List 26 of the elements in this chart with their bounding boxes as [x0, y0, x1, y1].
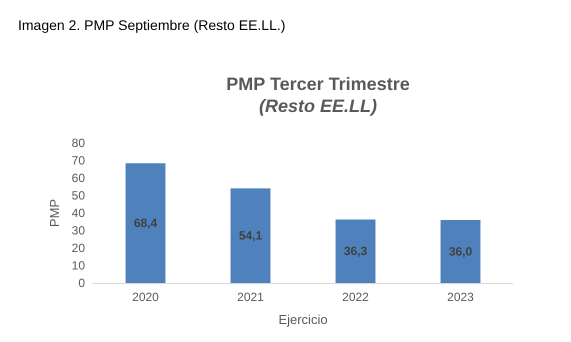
x-tick-label: 2021	[237, 290, 264, 304]
y-tick-label: 10	[72, 258, 86, 272]
bar	[336, 219, 376, 283]
y-tick-label: 20	[72, 241, 86, 255]
bar	[230, 188, 270, 283]
y-tick-label: 50	[72, 188, 86, 202]
chart-title: PMP Tercer Trimestre	[226, 74, 410, 94]
data-label: 36,3	[344, 244, 368, 258]
y-tick-label: 30	[72, 224, 86, 238]
x-tick-label: 2023	[447, 290, 474, 304]
data-label: 54,1	[238, 228, 262, 243]
x-tick-label: 2020	[132, 290, 160, 304]
x-tick-label: 2022	[342, 290, 370, 304]
y-tick-label: 60	[72, 171, 86, 185]
bar	[126, 163, 166, 283]
data-label: 68,4	[134, 216, 158, 230]
y-tick-label: 70	[72, 154, 86, 168]
x-axis-title: Ejercicio	[278, 312, 328, 327]
data-label: 36,0	[448, 244, 472, 258]
y-tick-label: 0	[78, 276, 86, 290]
y-tick-label: 40	[72, 206, 86, 220]
y-tick-label: 80	[72, 136, 86, 150]
y-axis-title: PMP	[46, 198, 62, 228]
chart-subtitle: (Resto EE.LL)	[258, 96, 378, 116]
text: Imagen 2. PMP Septiembre (Resto EE.LL.)	[18, 17, 286, 33]
bar	[440, 220, 480, 283]
